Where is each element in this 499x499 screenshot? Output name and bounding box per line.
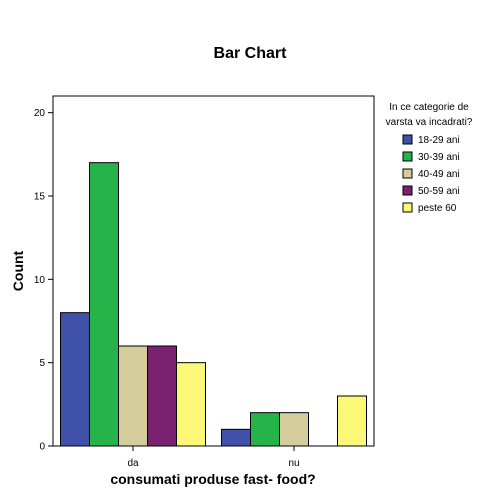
legend-label: peste 60 <box>418 203 457 214</box>
x-axis: da nu <box>127 446 300 469</box>
legend-label: 18-29 ani <box>418 135 460 146</box>
y-axis-title: Count <box>10 250 26 291</box>
x-axis-title: consumati produse fast- food? <box>110 471 315 487</box>
plot-area-frame <box>52 95 375 447</box>
legend-swatch <box>402 185 413 196</box>
y-tick-label: 0 <box>39 442 45 453</box>
legend-swatch <box>402 168 413 179</box>
bar-nu-1 <box>250 412 280 447</box>
bar-da-4 <box>176 362 206 447</box>
legend-swatch <box>402 151 413 162</box>
bars-group <box>60 162 367 447</box>
bar-da-0 <box>60 312 90 447</box>
bar-da-1 <box>89 162 119 447</box>
bar-nu-0 <box>221 428 251 447</box>
bar-da-3 <box>147 345 177 447</box>
legend-swatch <box>402 202 413 213</box>
legend-title-line-2: varsta va incadrati? <box>386 117 473 128</box>
legend-label: 50-59 ani <box>418 186 460 197</box>
y-tick-label: 5 <box>39 358 45 369</box>
bar-nu-2 <box>279 412 309 447</box>
legend-label: 30-39 ani <box>418 152 460 163</box>
y-tick-label: 20 <box>34 108 46 119</box>
legend-label: 40-49 ani <box>418 169 460 180</box>
x-tick-label-nu: nu <box>288 458 299 469</box>
legend-title-line-1: In ce categorie de <box>389 102 469 113</box>
y-tick-label: 10 <box>34 275 46 286</box>
legend-swatch <box>402 134 413 145</box>
y-tick-label: 15 <box>34 192 46 203</box>
bar-nu-4 <box>337 395 367 447</box>
x-tick-label-da: da <box>127 458 139 469</box>
bar-da-2 <box>118 345 148 447</box>
legend: In ce categorie de varsta va incadrati? … <box>386 102 473 214</box>
chart-title: Bar Chart <box>214 45 288 62</box>
y-axis: 0 5 10 15 20 <box>34 108 53 453</box>
